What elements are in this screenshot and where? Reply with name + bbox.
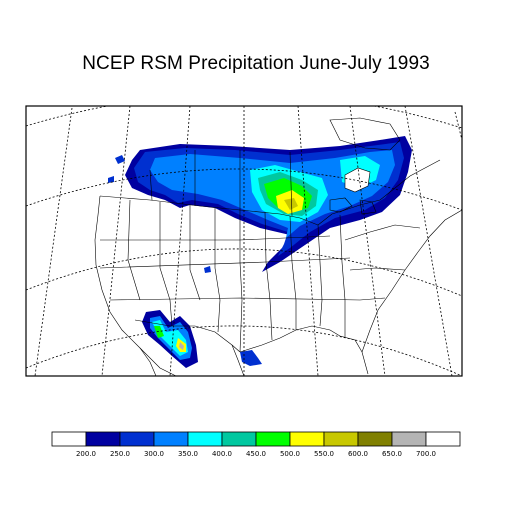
map-title: NCEP RSM Precipitation June-July 1993 [82, 53, 430, 74]
legend-swatch [357, 431, 393, 447]
precip-mexico-gray [179, 342, 184, 350]
legend-tick-label: 500.0 [280, 450, 300, 458]
legend-swatch [187, 431, 223, 447]
legend-swatch [153, 431, 189, 447]
legend-colorbar [51, 431, 461, 447]
legend-swatch [51, 431, 87, 447]
graticule [26, 106, 462, 376]
legend-tick-label: 550.0 [314, 450, 334, 458]
precip-blob-nw [108, 176, 114, 183]
legend-swatch [289, 431, 325, 447]
lake-hole [345, 168, 370, 192]
precip-blob-plains [204, 266, 211, 273]
legend-tick-label: 600.0 [348, 450, 368, 458]
legend-tick-label: 400.0 [212, 450, 232, 458]
map-frame [25, 105, 463, 377]
legend-labels: 200.0 250.0 300.0 350.0 400.0 450.0 500.0 550.0… [76, 450, 436, 458]
legend-tick-label: 700.0 [416, 450, 436, 458]
legend-swatch [85, 431, 121, 447]
legend-swatch [221, 431, 257, 447]
precip-band-600 [284, 198, 298, 210]
legend-swatch [391, 431, 427, 447]
precipitation-contours [108, 136, 412, 368]
legend-swatch [425, 431, 461, 447]
precip-mexico-south [240, 350, 262, 366]
boundaries [94, 117, 462, 376]
precip-blob-west [115, 155, 125, 164]
legend-swatch [255, 431, 291, 447]
legend-swatch [323, 431, 359, 447]
map-area [26, 106, 462, 376]
legend-swatch [119, 431, 155, 447]
legend-tick-label: 350.0 [178, 450, 198, 458]
legend-tick-label: 650.0 [382, 450, 402, 458]
precip-mexico-green [154, 326, 164, 338]
legend-tick-label: 200.0 [76, 450, 96, 458]
legend-tick-label: 250.0 [110, 450, 130, 458]
legend-tick-label: 300.0 [144, 450, 164, 458]
legend-tick-label: 450.0 [246, 450, 266, 458]
